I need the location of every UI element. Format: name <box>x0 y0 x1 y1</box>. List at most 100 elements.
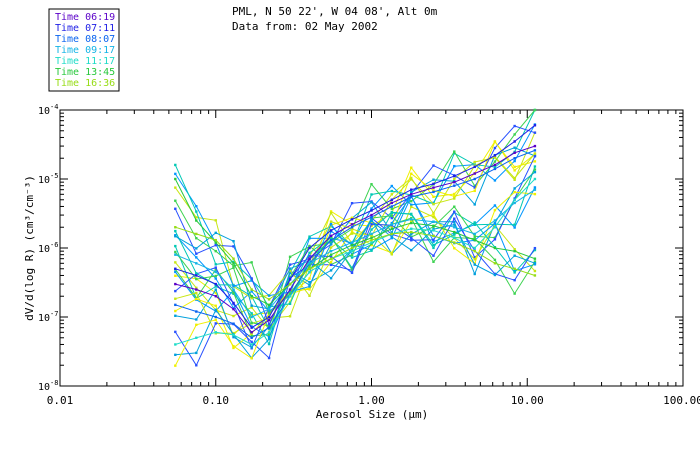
data-point <box>410 216 413 220</box>
data-point <box>432 224 435 227</box>
data-point <box>214 266 217 269</box>
data-point <box>432 246 435 250</box>
data-point <box>473 232 476 236</box>
data-point <box>432 164 435 167</box>
data-point <box>214 322 217 325</box>
data-point <box>493 204 497 207</box>
data-point <box>329 263 333 267</box>
data-point <box>493 154 497 157</box>
data-point <box>473 263 476 266</box>
data-point <box>350 243 354 247</box>
data-point <box>432 243 435 247</box>
y-axis-label: dV/d(log R) (cm³/cm⁻³) <box>23 175 36 321</box>
data-point <box>174 267 177 270</box>
data-point <box>195 297 198 301</box>
data-point <box>370 201 373 204</box>
series-line-variant-0-1 <box>174 132 536 331</box>
x-tick-label: 1.00 <box>358 394 385 407</box>
data-point <box>288 267 292 270</box>
data-point <box>250 357 253 360</box>
data-point <box>533 257 537 260</box>
data-point <box>329 241 333 244</box>
data-point <box>329 220 333 223</box>
data-point <box>493 273 497 277</box>
data-point <box>288 302 292 305</box>
data-point <box>533 168 537 171</box>
data-point <box>533 269 537 273</box>
data-point <box>410 166 413 169</box>
data-point <box>350 232 354 235</box>
data-point <box>250 312 253 315</box>
data-point <box>390 227 393 230</box>
data-point <box>370 236 373 240</box>
legend-entry: Time 11:17 <box>55 56 115 67</box>
data-point <box>513 198 516 201</box>
data-point <box>195 291 198 295</box>
data-point <box>174 244 177 248</box>
data-point <box>232 333 235 337</box>
data-point <box>493 224 497 227</box>
legend-box <box>48 8 120 92</box>
series-line-variant-1-0 <box>174 109 536 346</box>
data-point <box>267 294 271 297</box>
plot-frame <box>59 109 684 387</box>
data-point <box>308 237 311 240</box>
data-point <box>370 224 373 228</box>
data-point <box>410 193 413 196</box>
data-point <box>288 269 292 272</box>
data-point <box>250 261 253 264</box>
data-point <box>513 151 516 154</box>
data-point <box>174 353 177 357</box>
data-point <box>453 205 456 208</box>
data-point <box>432 260 435 263</box>
data-point <box>370 232 373 236</box>
data-point <box>288 292 292 295</box>
data-point <box>410 205 413 208</box>
data-point <box>453 150 456 153</box>
data-point <box>267 318 271 322</box>
data-point <box>195 256 198 259</box>
data-point <box>370 193 373 196</box>
data-point <box>533 188 537 191</box>
data-point <box>267 307 271 311</box>
data-point <box>308 259 311 262</box>
data-point <box>473 184 476 188</box>
data-point <box>513 248 516 251</box>
data-point <box>513 223 516 226</box>
data-point <box>232 262 235 265</box>
data-point <box>493 140 497 144</box>
legend-entry: Time 13:45 <box>55 67 115 78</box>
data-point <box>493 146 497 150</box>
data-point <box>232 322 235 325</box>
data-point <box>329 246 333 249</box>
data-point <box>174 297 177 300</box>
data-point <box>370 221 373 225</box>
data-point <box>308 246 311 250</box>
x-tick-label: 0.01 <box>47 394 74 407</box>
data-point <box>513 159 516 163</box>
data-point <box>410 219 413 223</box>
y-tick-exponent: -6 <box>50 241 58 249</box>
data-point <box>370 183 373 186</box>
data-point <box>533 186 537 189</box>
data-point <box>513 124 516 128</box>
data-point <box>473 258 476 261</box>
data-point <box>432 211 435 215</box>
data-point <box>195 262 198 265</box>
data-point <box>453 195 456 198</box>
data-point <box>370 234 373 238</box>
data-point <box>390 253 393 256</box>
data-point <box>214 263 217 266</box>
data-point <box>329 234 333 238</box>
data-point <box>350 230 354 233</box>
series-line-series-1 <box>175 124 536 329</box>
data-point <box>350 226 354 229</box>
data-point <box>232 307 235 311</box>
data-point <box>308 286 311 290</box>
data-point <box>513 197 516 200</box>
data-point <box>473 186 476 189</box>
data-point <box>493 165 497 169</box>
data-point <box>453 174 456 178</box>
